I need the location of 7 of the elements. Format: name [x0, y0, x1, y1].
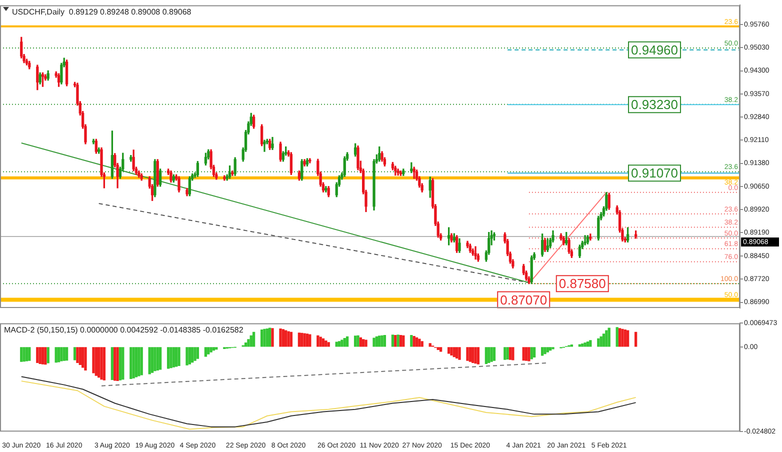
annotation: 0.87580: [558, 276, 606, 292]
annotation: 0.91070: [631, 166, 678, 181]
chart-title: MACD-2 (50,150,15) 0.0000000 0.0042592 -0.0148385 -0.0162582: [4, 325, 244, 334]
annotation: 0.93230: [631, 97, 678, 112]
annotation: 0.94960: [631, 42, 678, 58]
annotation: 0.87070: [500, 292, 548, 308]
chart-title: USDCHF,Daily 0.89129 0.89248 0.89008 0.89068: [12, 7, 192, 16]
